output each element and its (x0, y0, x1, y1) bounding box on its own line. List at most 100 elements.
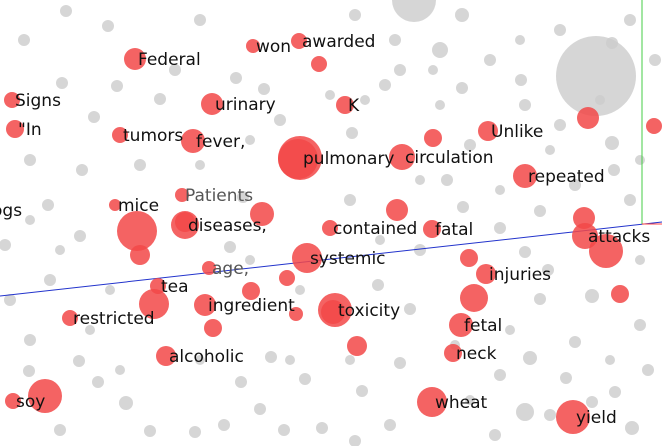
background-point (237, 191, 249, 203)
background-point (0, 239, 11, 251)
background-point (285, 355, 295, 365)
background-point (523, 351, 537, 365)
background-point (456, 82, 468, 94)
blue-axis-line (0, 221, 662, 297)
background-point (265, 351, 277, 363)
word-label: K (348, 96, 360, 116)
word-label: won (256, 37, 291, 57)
word-point (556, 400, 590, 434)
background-point (194, 14, 206, 26)
word-label: age, (212, 259, 249, 279)
highlight-point (646, 118, 662, 134)
background-point (586, 396, 598, 408)
background-point (245, 135, 255, 145)
highlight-point (424, 129, 442, 147)
word-label: injuries (489, 265, 551, 285)
background-point (569, 336, 581, 348)
word-point (175, 188, 189, 202)
background-point (560, 372, 572, 384)
background-point (635, 155, 645, 165)
background-point (392, 0, 436, 22)
word-label: pulmonary (303, 149, 395, 169)
background-point (254, 403, 266, 415)
word-label: mice (118, 196, 159, 216)
background-point (345, 355, 355, 365)
word-point (150, 278, 166, 294)
word-label: diseases, (188, 216, 267, 236)
word-point (4, 92, 20, 108)
background-point (74, 230, 86, 242)
background-point (349, 435, 361, 446)
background-point (542, 264, 554, 276)
word-label: Signs (15, 91, 61, 111)
background-point (428, 65, 438, 75)
word-label: ogs (0, 201, 22, 221)
background-point (235, 376, 247, 388)
highlight-point (589, 234, 623, 268)
word-label: systemic (310, 249, 386, 269)
background-point (516, 403, 534, 421)
axes (0, 0, 662, 297)
background-point (169, 64, 181, 76)
highlight-point (577, 107, 599, 129)
background-point (484, 54, 496, 66)
background-point (569, 179, 581, 191)
background-point (624, 14, 636, 26)
word-point (171, 211, 199, 239)
background-point (360, 95, 370, 105)
background-point (278, 424, 290, 436)
background-point (435, 100, 445, 110)
background-point (102, 20, 114, 32)
background-point (18, 34, 30, 46)
word-point (444, 344, 462, 362)
background-point (372, 279, 384, 291)
word-point (513, 164, 537, 188)
background-point (356, 385, 368, 397)
word-label: fever, (196, 132, 245, 152)
background-point (441, 174, 453, 186)
word-point (246, 39, 260, 53)
background-point (635, 255, 645, 265)
background-point (415, 175, 425, 185)
background-point (119, 396, 133, 410)
background-point (642, 364, 654, 376)
background-point (349, 9, 361, 21)
highlight-point (139, 289, 169, 319)
background-point (111, 80, 123, 92)
background-point (230, 72, 242, 84)
background-point (384, 419, 396, 431)
background-point (375, 235, 385, 245)
background-point (245, 255, 255, 265)
background-point (4, 294, 16, 306)
word-point (156, 346, 176, 366)
background-point (556, 36, 636, 116)
background-point (42, 199, 54, 211)
background-point (76, 164, 88, 176)
background-point (414, 244, 426, 256)
background-point (189, 426, 201, 438)
background-point (394, 64, 406, 76)
background-point (389, 34, 401, 46)
background-point (649, 54, 661, 66)
word-label: contained (333, 219, 417, 239)
background-point (258, 83, 270, 95)
word-point (423, 220, 441, 238)
background-point (494, 222, 506, 234)
word-label: "In (18, 120, 42, 140)
word-point (292, 243, 322, 273)
highlight-point (611, 285, 629, 303)
word-label: fatal (435, 220, 473, 240)
background-point (44, 274, 56, 286)
word-label: Federal (138, 50, 201, 70)
background-point (73, 355, 85, 367)
background-point (585, 289, 599, 303)
background-point (154, 93, 166, 105)
highlight-point (117, 211, 157, 251)
word-point (6, 120, 24, 138)
word-point (417, 387, 447, 417)
highlight-point (460, 249, 478, 267)
background-point (634, 319, 646, 331)
